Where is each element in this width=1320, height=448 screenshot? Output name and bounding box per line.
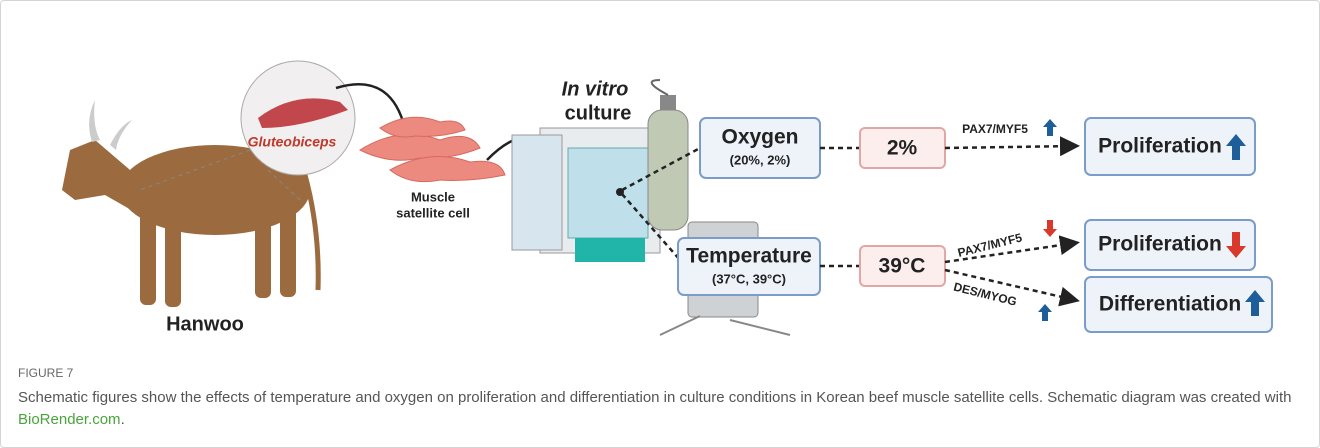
caption-link[interactable]: BioRender.com <box>18 411 121 428</box>
caption: FIGURE 7 Schematic figures show the effe… <box>18 366 1302 431</box>
culture-label: culture <box>565 102 632 124</box>
cells-illustration <box>358 116 506 183</box>
cell-label: satellite cell <box>396 205 470 220</box>
oxygen-condition: 2% <box>887 137 918 160</box>
culture-label: In vitro <box>562 78 629 100</box>
caption-body: Schematic figures show the effects of te… <box>18 389 1292 406</box>
figure-label: FIGURE 7 <box>18 366 74 380</box>
muscle-label: Gluteobiceps <box>248 134 337 150</box>
cell-label: Muscle <box>411 189 455 204</box>
cow-illustration <box>62 100 321 307</box>
oxygen-tank <box>647 79 689 231</box>
source-label: Hanwoo <box>166 313 244 335</box>
diagram: Gluteobiceps Muscle satellite cell Hanwo… <box>62 60 1273 336</box>
outcome-label: Differentiation <box>1099 293 1241 316</box>
outcome-label: Proliferation <box>1098 135 1222 158</box>
oxygen-range: (20%, 2%) <box>730 152 791 167</box>
temperature-range: (37°C, 39°C) <box>712 271 786 286</box>
incubator <box>511 127 661 262</box>
oxygen-label: Oxygen <box>721 126 798 149</box>
caption-end: . <box>120 411 125 428</box>
muscle <box>258 98 348 128</box>
outcome-label: Proliferation <box>1098 233 1222 256</box>
temperature-label: Temperature <box>686 245 812 268</box>
caption-text: Schematic figures show the effects of te… <box>18 387 1302 431</box>
temperature-condition: 39°C <box>879 255 926 278</box>
marker-label: PAX7/MYF5 <box>962 122 1028 136</box>
